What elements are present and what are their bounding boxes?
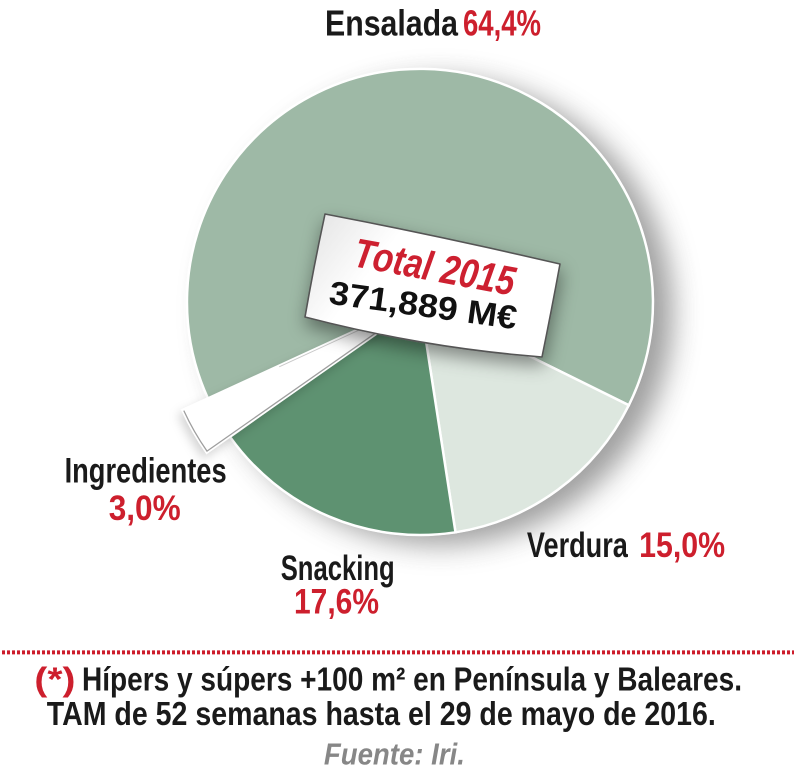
svg-text:3,0%: 3,0% bbox=[109, 489, 181, 528]
svg-text:64,4%: 64,4% bbox=[463, 3, 541, 44]
svg-text:17,6%: 17,6% bbox=[294, 583, 379, 622]
svg-text:Ingredientes: Ingredientes bbox=[65, 452, 227, 491]
svg-text:TAM de 52 semanas hasta el 29: TAM de 52 semanas hasta el 29 de mayo de… bbox=[47, 695, 716, 732]
svg-text:15,0%: 15,0% bbox=[639, 526, 725, 565]
svg-text:Snacking: Snacking bbox=[281, 549, 395, 588]
svg-text:Verdura: Verdura bbox=[527, 526, 628, 565]
svg-text:Fuente: Iri.: Fuente: Iri. bbox=[324, 737, 465, 772]
svg-text:Hípers y súpers +100 m² en Pen: Hípers y súpers +100 m² en Península y B… bbox=[82, 661, 742, 698]
svg-text:(*): (*) bbox=[34, 661, 75, 698]
svg-text:Ensalada: Ensalada bbox=[325, 3, 459, 44]
